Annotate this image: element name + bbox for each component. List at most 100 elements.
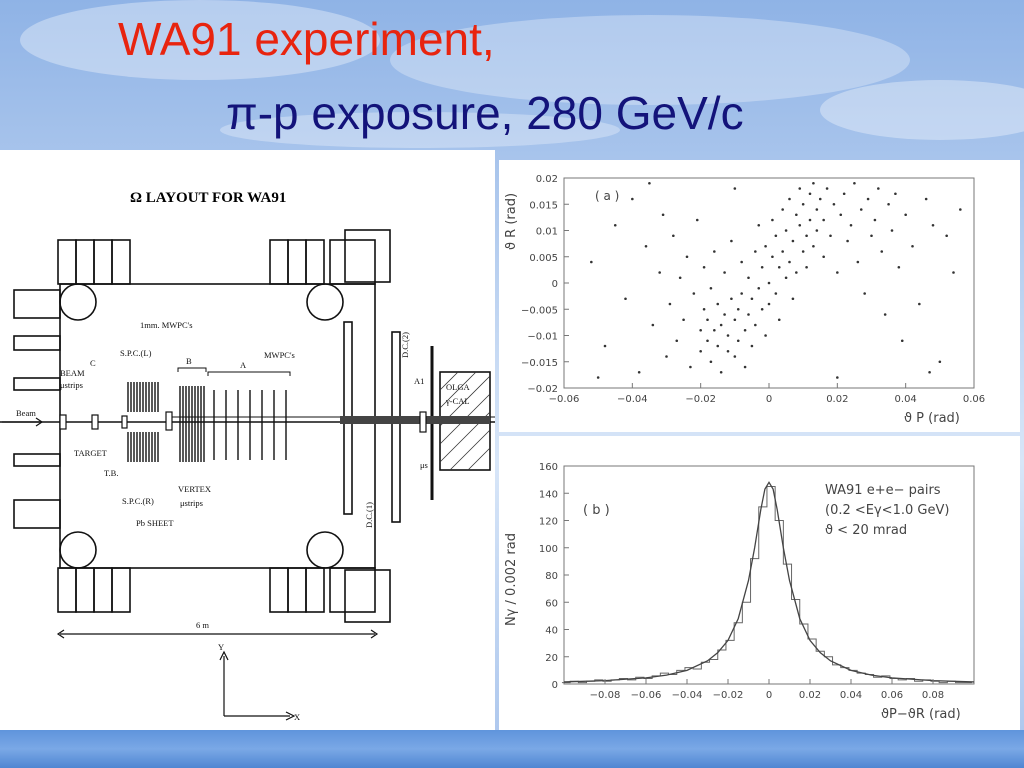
histogram-panel-label: ( b ) xyxy=(583,503,610,518)
scatter-point xyxy=(822,255,825,259)
scatter-point xyxy=(808,192,812,196)
histogram-y-tick-label: 20 xyxy=(545,653,558,664)
slide-subtitle: π-p exposure, 280 GeV/c xyxy=(226,87,744,139)
scatter-point xyxy=(832,202,836,206)
scatter-panel-label: ( a ) xyxy=(595,189,619,203)
scatter-point xyxy=(877,187,880,190)
scatter-point xyxy=(812,244,815,248)
scatter-point xyxy=(883,313,887,316)
scatter-point xyxy=(952,271,955,274)
scatter-point xyxy=(911,244,914,248)
scatter-point xyxy=(743,328,747,332)
label-olga-2: γ-CAL xyxy=(445,396,470,406)
scatter-point xyxy=(880,250,884,253)
scatter-point xyxy=(668,302,672,306)
scatter-point xyxy=(842,192,846,196)
scatter-point xyxy=(730,297,733,301)
scatter-x-tick-label: 0.06 xyxy=(963,394,985,405)
scatter-point xyxy=(723,271,726,274)
histogram-x-tick-label: 0 xyxy=(766,690,772,701)
scatter-point xyxy=(767,302,771,306)
scatter-point xyxy=(624,297,627,301)
scatter-point xyxy=(706,339,709,343)
scatter-point xyxy=(719,370,723,374)
scatter-point xyxy=(959,208,962,211)
label-beam-ustrips-2: μstrips xyxy=(60,380,83,390)
histogram-y-tick-label: 100 xyxy=(539,544,558,555)
label-vertex-1: VERTEX xyxy=(178,484,211,494)
scatter-point xyxy=(798,223,802,227)
histogram-y-tick-label: 40 xyxy=(545,626,558,637)
scatter-point xyxy=(836,271,839,274)
histogram-x-tick-label: 0.04 xyxy=(840,690,862,701)
histogram-x-tick-label: −0.08 xyxy=(590,690,621,701)
scatter-point xyxy=(822,218,825,222)
scatter-point xyxy=(798,187,802,190)
scatter-point xyxy=(801,202,805,206)
scatter-y-tick-label: −0.02 xyxy=(527,384,558,395)
scatter-point xyxy=(736,339,740,343)
scatter-point xyxy=(815,208,819,211)
scatter-point xyxy=(723,313,726,316)
legend-line-3: ϑ < 20 mrad xyxy=(825,523,907,538)
layout-diagram-panel: Ω LAYOUT FOR WA91 1mm. MWPC's S.P.C.(L) … xyxy=(0,150,495,730)
scatter-point xyxy=(795,271,798,274)
scatter-y-tick-label: −0.01 xyxy=(527,332,558,343)
scatter-point xyxy=(637,370,641,374)
scatter-point xyxy=(596,376,600,379)
histogram-y-tick-label: 120 xyxy=(539,517,558,528)
label-beam: Beam xyxy=(16,408,36,418)
histogram-frame xyxy=(563,465,975,685)
diagram-heading: Ω LAYOUT FOR WA91 xyxy=(130,190,286,206)
scatter-y-tick-label: 0.02 xyxy=(536,174,558,185)
histogram-plot: −0.08 −0.06 −0.04 −0.02 0 0.02 0.04 0.06 0.08 16… xyxy=(504,462,975,722)
scatter-point xyxy=(603,344,607,348)
scatter-y-tick-label: 0.005 xyxy=(529,253,558,264)
scatter-point xyxy=(846,239,849,243)
histogram-xlabel: ϑP−ϑR (rad) xyxy=(881,707,961,722)
histogram-ylabel: Nγ / 0.002 rad xyxy=(504,533,519,626)
scatter-point xyxy=(747,276,750,280)
label-a: A xyxy=(240,360,247,370)
scatter-point xyxy=(689,365,692,369)
scatter-point xyxy=(644,244,648,248)
scatter-point xyxy=(733,355,737,358)
scatter-point xyxy=(675,339,679,343)
histogram-panel: −0.08 −0.06 −0.04 −0.02 0 0.02 0.04 0.06 0.08 16… xyxy=(499,436,1020,730)
scatter-point xyxy=(836,376,839,379)
scatter-point xyxy=(590,260,593,264)
scatter-point xyxy=(733,187,737,190)
scatter-point xyxy=(740,292,743,295)
scatter-point xyxy=(757,223,761,227)
scatter-point xyxy=(945,234,948,238)
scatter-point xyxy=(702,265,706,269)
scatter-point xyxy=(801,250,805,253)
scatter-point xyxy=(658,271,661,274)
label-target: TARGET xyxy=(74,448,108,458)
scatter-point xyxy=(795,213,798,217)
scatter-y-tick-label: −0.005 xyxy=(521,305,558,316)
scatter-point xyxy=(709,360,713,364)
scatter-point xyxy=(661,213,665,217)
label-a1: A1 xyxy=(414,376,424,386)
scatter-point xyxy=(859,208,863,211)
scatter-panel: −0.06 −0.04 −0.02 0 0.02 0.04 0.06 0.02 0.015 0.… xyxy=(499,160,1020,432)
scatter-point xyxy=(900,339,904,343)
scatter-point xyxy=(788,260,791,264)
scatter-point xyxy=(825,187,829,190)
scatter-point xyxy=(750,344,754,348)
scatter-point xyxy=(873,218,877,222)
scatter-y-tick-label: 0 xyxy=(552,279,558,290)
scatter-point xyxy=(805,265,808,269)
scatter-point xyxy=(702,307,706,311)
scatter-x-tick-label: 0.04 xyxy=(895,394,917,405)
label-spc-l: S.P.C.(L) xyxy=(120,348,152,358)
label-b: B xyxy=(186,356,192,366)
scatter-point xyxy=(815,229,819,232)
scatter-point xyxy=(777,265,781,269)
label-c: C xyxy=(90,358,96,368)
label-pb-sheet: Pb SHEET xyxy=(136,518,174,528)
scatter-point xyxy=(781,208,784,211)
scatter-point xyxy=(788,197,791,201)
scatter-point xyxy=(692,292,696,295)
